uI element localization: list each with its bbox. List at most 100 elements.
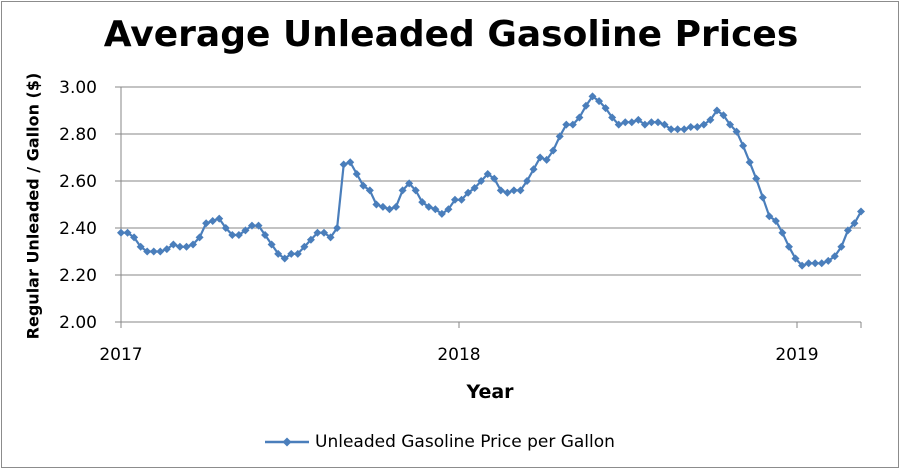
y-tick-label: 2.60 [59, 172, 97, 192]
data-point [680, 125, 689, 134]
data-point [241, 226, 250, 235]
data-point [595, 97, 604, 106]
data-point [843, 226, 852, 235]
data-point [320, 228, 329, 237]
data-point [130, 233, 139, 242]
data-point [726, 120, 735, 129]
data-point [346, 158, 355, 167]
data-point [634, 115, 643, 124]
data-point [667, 125, 676, 134]
data-point [581, 101, 590, 110]
data-point [326, 233, 335, 242]
data-point [791, 254, 800, 263]
data-point [830, 252, 839, 261]
data-point [215, 214, 224, 223]
data-point [804, 259, 813, 268]
data-point [850, 219, 859, 228]
data-point [811, 259, 820, 268]
data-point [457, 195, 466, 204]
data-point [496, 186, 505, 195]
data-point [169, 240, 178, 249]
data-point [608, 113, 617, 122]
data-point [745, 158, 754, 167]
data-point [450, 195, 459, 204]
data-point [739, 141, 748, 150]
data-point [287, 249, 296, 258]
data-point [784, 242, 793, 251]
data-point [300, 242, 309, 251]
data-point [516, 186, 525, 195]
data-point [837, 242, 846, 251]
data-point [627, 118, 636, 127]
data-point [267, 240, 276, 249]
data-point [189, 240, 198, 249]
data-point [562, 120, 571, 129]
data-point [555, 132, 564, 141]
data-point [536, 153, 545, 162]
data-point [378, 202, 387, 211]
data-point [699, 120, 708, 129]
x-tick-label: 2017 [99, 345, 142, 365]
data-point [653, 118, 662, 127]
data-point [706, 115, 715, 124]
data-point [719, 111, 728, 120]
data-point [162, 245, 171, 254]
data-point [202, 219, 211, 228]
data-point [529, 165, 538, 174]
y-tick-label: 2.20 [59, 266, 97, 286]
data-point [824, 256, 833, 265]
data-point [359, 181, 368, 190]
data-point [333, 224, 342, 232]
data-point [182, 242, 191, 251]
legend-label: Unleaded Gasoline Price per Gallon [315, 432, 615, 452]
data-point [280, 254, 289, 263]
x-tick-label: 2018 [437, 345, 480, 365]
data-point [156, 247, 165, 256]
data-point [175, 242, 184, 251]
data-point [477, 177, 486, 185]
data-point [352, 169, 361, 178]
data-point [575, 113, 584, 122]
data-point [444, 205, 453, 214]
y-tick-label: 3.00 [59, 78, 97, 98]
data-point [228, 231, 237, 240]
data-point [660, 120, 669, 129]
data-point [568, 120, 577, 129]
data-point [405, 179, 414, 188]
chart-title: Average Unleaded Gasoline Prices [103, 14, 799, 55]
data-point [640, 120, 649, 129]
data-point [274, 249, 283, 258]
data-point [372, 200, 381, 209]
data-point [464, 188, 473, 197]
legend: Unleaded Gasoline Price per Gallon [265, 432, 615, 452]
data-point [817, 259, 826, 268]
data-point [234, 231, 243, 240]
data-point [261, 231, 270, 240]
data-point [385, 205, 394, 214]
data-point [418, 198, 427, 207]
data-point [647, 118, 656, 127]
data-point [549, 146, 558, 155]
data-point [293, 249, 302, 258]
data-point [542, 155, 551, 164]
data-point [339, 160, 348, 169]
data-point [424, 202, 433, 211]
data-point [588, 92, 597, 101]
data-point [437, 209, 446, 218]
data-point [306, 235, 315, 244]
data-point [254, 221, 263, 230]
data-point [136, 242, 145, 251]
data-point [686, 122, 695, 131]
data-point [195, 233, 204, 242]
data-point [149, 247, 158, 256]
data-point [313, 228, 322, 237]
data-point [778, 228, 787, 237]
data-point [490, 174, 499, 183]
data-point [614, 120, 623, 129]
data-point [208, 216, 217, 225]
data-point [509, 186, 518, 195]
data-point [247, 221, 256, 230]
data-point [503, 188, 512, 197]
